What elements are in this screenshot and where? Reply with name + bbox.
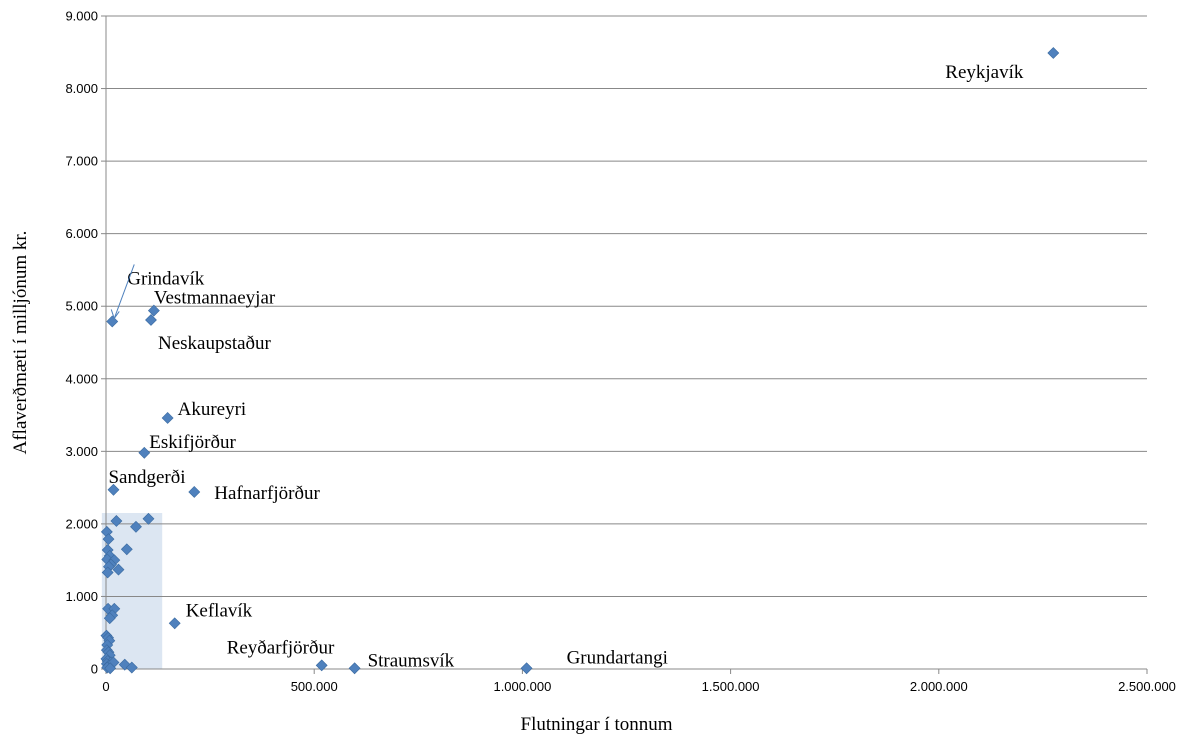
data-point xyxy=(348,662,361,675)
data-point xyxy=(107,483,120,496)
point-label: Reyðarfjörður xyxy=(227,637,335,658)
x-tick-label: 2.500.000 xyxy=(1118,679,1176,694)
point-label: Vestmannaeyjar xyxy=(154,288,276,309)
data-point xyxy=(106,315,119,328)
y-tick-label: 5.000 xyxy=(65,299,98,314)
data-point xyxy=(1047,47,1060,59)
data-point xyxy=(120,543,133,556)
point-label: Sandgerði xyxy=(108,467,185,488)
y-tick-label: 2.000 xyxy=(65,516,98,531)
point-label: Grindavík xyxy=(127,268,205,289)
point-label: Eskifjörður xyxy=(149,432,236,453)
leader-line xyxy=(113,264,135,319)
data-point xyxy=(130,520,142,533)
point-label: Neskaupstaður xyxy=(158,333,272,354)
data-point xyxy=(110,515,123,527)
x-tick-label: 0 xyxy=(102,679,109,694)
y-tick-label: 8.000 xyxy=(65,81,98,96)
x-tick-label: 1.500.000 xyxy=(702,679,760,694)
data-point xyxy=(101,566,114,579)
point-label: Keflavík xyxy=(186,600,253,621)
point-label: Hafnarfjörður xyxy=(214,483,320,504)
x-tick-label: 2.000.000 xyxy=(910,679,968,694)
data-point xyxy=(161,412,174,424)
leader-arrowhead xyxy=(110,309,120,319)
point-label: Akureyri xyxy=(178,399,247,420)
x-tick-label: 1.000.000 xyxy=(493,679,551,694)
data-point xyxy=(168,617,181,630)
data-point xyxy=(112,563,125,576)
data-point xyxy=(102,533,115,546)
y-tick-label: 9.000 xyxy=(65,9,98,24)
y-tick-label: 1.000 xyxy=(65,589,98,604)
data-point xyxy=(188,486,201,498)
data-point xyxy=(315,659,328,672)
data-points xyxy=(100,47,1060,675)
x-tick-labels: 0 500.000 1.000.000 1.500.000 2.000.000 2.500… xyxy=(102,669,1176,694)
x-tick-label: 500.000 xyxy=(291,679,338,694)
point-label: Straumsvík xyxy=(368,650,455,671)
point-label: Grundartangi xyxy=(567,647,668,668)
y-tick-label: 3.000 xyxy=(65,444,98,459)
data-point xyxy=(520,662,533,675)
data-point xyxy=(125,661,138,674)
x-axis-title: Flutningar í tonnum xyxy=(521,714,673,735)
y-axis-title: Aflaverðmæti í milljónum kr. xyxy=(10,231,31,455)
y-tick-label: 6.000 xyxy=(65,226,98,241)
gridlines xyxy=(106,15,1147,597)
data-point xyxy=(145,314,157,326)
y-tick-labels: 0 1.000 2.000 3.000 4.000 5.000 6.000 7.000 8.00… xyxy=(65,9,106,677)
point-label: Reykjavík xyxy=(945,62,1024,83)
y-tick-label: 4.000 xyxy=(65,371,98,386)
data-point xyxy=(142,512,155,525)
y-tick-label: 0 xyxy=(91,662,98,677)
data-point xyxy=(147,304,160,317)
data-point xyxy=(118,658,131,671)
data-point xyxy=(103,612,116,625)
y-tick-label: 7.000 xyxy=(65,154,98,169)
data-point xyxy=(138,446,151,459)
data-point xyxy=(104,662,117,675)
